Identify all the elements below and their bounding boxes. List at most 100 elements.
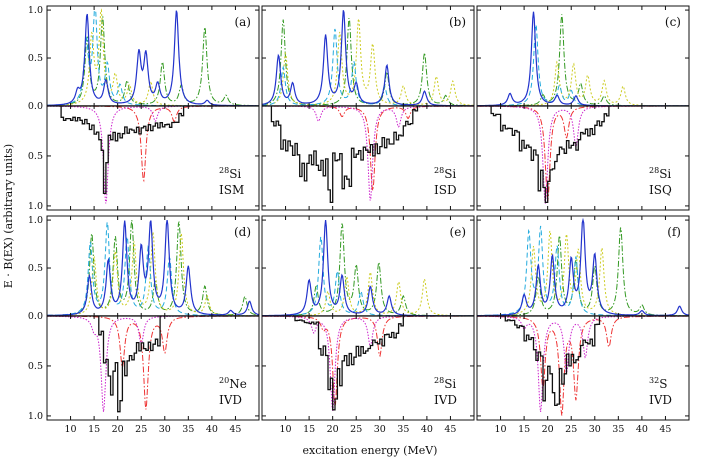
x-tick-label: 45 [444,424,456,435]
x-tick-label: 15 [88,424,100,435]
x-tick-label: 45 [229,424,241,435]
series-step-lower [98,316,161,413]
series-blue-upper [46,220,260,317]
mode-label: IVD [219,393,242,407]
nucleus-label: 32S [649,376,667,391]
x-tick-label: 15 [303,424,315,435]
series-red-lower [262,105,474,191]
panel-b: (b) 28Si ISD [261,5,475,211]
y-tick-label: 0.0 [28,311,43,322]
series-blue-upper [262,220,474,317]
y-tick-label: 1.0 [28,5,43,16]
x-tick-label: 10 [65,424,77,435]
panel-c: (c) 28Si ISQ [476,5,690,211]
x-tick-label: 25 [565,424,577,435]
panel-frame [261,5,475,211]
nucleus-symbol: S [659,377,667,391]
mode-label: ISM [219,183,244,197]
nucleus-label: 28Si [219,166,241,181]
x-tick-label: 25 [350,424,362,435]
series-step-lower [60,106,185,195]
y-tick-label: 1.0 [28,201,43,212]
nucleus-label: 28Si [434,166,456,181]
panel-letter-label: (b) [449,15,466,29]
panel-frame [46,215,260,421]
series-yellow-upper [46,8,259,107]
series-blue-upper [477,217,690,317]
y-tick-label: 1.0 [28,215,43,226]
panel-frame [476,215,690,421]
x-tick-label: 15 [518,424,530,435]
series-blue-upper [261,10,474,107]
panel-frame [46,5,260,211]
x-tick-label: 35 [612,424,624,435]
x-tick-label: 40 [421,424,433,435]
panel-letter-label: (a) [234,15,251,29]
panel-e: 10 15 20 25 30 35 40 45 (e) 28Si IVD [261,215,475,435]
y-tick-label: 0.5 [28,53,43,64]
y-tick-label: 0.0 [28,101,43,112]
series-cyan-upper [262,236,474,317]
x-tick-label: 40 [636,424,648,435]
series-step-lower [294,316,404,411]
panel-d: 10 15 20 25 30 35 40 450.00.51.00.51.0(d)20NeIV… [28,215,260,435]
series-green-upper [47,16,259,107]
y-tick-label: 0.5 [28,361,43,372]
x-tick-label: 35 [397,424,409,435]
x-tick-label: 30 [589,424,601,435]
series-cyan-upper [261,28,474,107]
mode-label: ISQ [649,183,672,197]
nucleus-mass: 28 [434,376,444,385]
nucleus-symbol: Ne [229,377,247,391]
series-green-upper [261,17,475,107]
series-green-upper [477,227,689,317]
series-yellow-upper [262,270,474,317]
mode-label: IVD [434,393,457,407]
series-step-lower [504,316,601,407]
series-cyan-upper [477,24,689,107]
x-tick-label: 10 [280,424,292,435]
panel-a: 0.0 0.5 1.0 0.5 1.0 (a) 28Si ISM [28,5,260,212]
nucleus-symbol: Si [659,167,671,181]
nucleus-mass: 32 [649,376,659,385]
mode-label: ISD [434,183,457,197]
x-tick-label: 45 [659,424,671,435]
x-tick-label: 25 [135,424,147,435]
x-axis-title: excitation energy (MeV) [303,444,438,457]
panel-f: 10 15 20 25 30 35 40 45 (f) 32S IVD [476,215,690,435]
series-red-lower [477,315,689,416]
y-tick-label: 0.5 [28,151,43,162]
nucleus-symbol: Si [444,377,456,391]
panel-letter-label: (f) [667,225,681,239]
panel-letter-label: (c) [665,15,681,29]
y-tick-label: 1.0 [28,411,43,422]
series-step-lower [270,106,419,204]
x-tick-label: 20 [542,424,554,435]
y-tick-label: 0.5 [28,263,43,274]
series-yellow-upper [262,18,474,106]
panel-frame [261,215,475,421]
nucleus-symbol: Si [444,167,456,181]
series-yellow-upper [477,60,689,107]
mode-label: IVD [649,393,672,407]
nucleus-mass: 20 [219,376,229,385]
x-tick-label: 20 [327,424,339,435]
nucleus-mass: 28 [649,166,659,175]
nucleus-label: 28Si [434,376,456,391]
x-tick-label: 30 [159,424,171,435]
x-tick-label: 20 [112,424,124,435]
x-tick-label: 30 [374,424,386,435]
y-axis-title: E · B(EX) (arbitrary units) [2,144,15,288]
nucleus-mass: 28 [219,166,229,175]
x-tick-label: 10 [495,424,507,435]
x-tick-label: 35 [182,424,194,435]
panel-frame [476,5,690,211]
series-yellow-upper [477,230,689,317]
series-cyan-upper [477,225,689,317]
series-green-upper [477,14,689,107]
series-step-lower [490,106,610,204]
nucleus-symbol: Si [229,167,241,181]
nucleus-mass: 28 [434,166,444,175]
nucleus-label: 20Ne [219,376,247,391]
